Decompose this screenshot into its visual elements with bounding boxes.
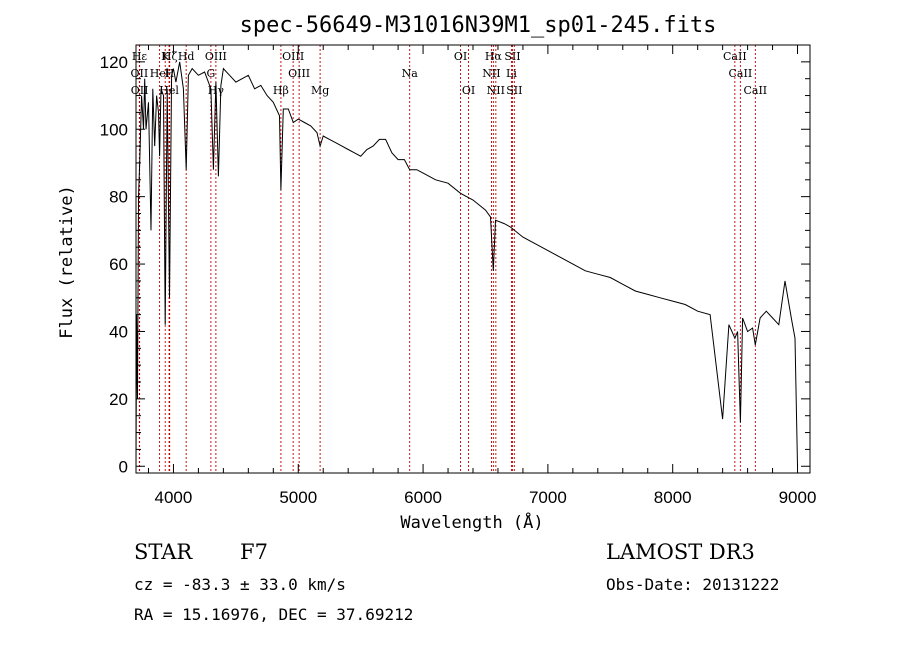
y-tick-label: 120	[100, 53, 128, 72]
y-tick-label: 100	[100, 120, 128, 139]
line-label: OIII	[282, 50, 304, 63]
line-label: NII	[482, 67, 500, 80]
line-label: OIII	[288, 67, 310, 80]
line-label: H	[165, 67, 175, 80]
line-label: OII	[131, 84, 149, 97]
line-label: OII	[131, 67, 149, 80]
x-tick-label: 7000	[529, 488, 567, 507]
y-axis-label: Flux (relative)	[57, 185, 77, 339]
line-label: Hα	[485, 50, 503, 63]
line-label: Hε	[132, 50, 148, 63]
x-tick-label: 6000	[404, 488, 442, 507]
x-axis-label: Wavelength (Å)	[400, 511, 543, 533]
line-label: OI	[454, 50, 467, 63]
x-tick-label: 4000	[155, 488, 193, 507]
line-label: SII	[504, 50, 520, 63]
line-label: Hζ	[162, 50, 178, 63]
survey-name: LAMOST DR3	[606, 540, 755, 564]
line-label: OIII	[205, 50, 227, 63]
y-tick-label: 0	[119, 457, 128, 476]
line-label: G	[206, 67, 215, 80]
line-label: Hβ	[273, 84, 289, 97]
line-label: CaII	[743, 84, 767, 97]
x-tick-label: 5000	[279, 488, 317, 507]
line-label: Hel	[150, 67, 170, 80]
line-label: CaII	[729, 67, 753, 80]
emission-line-markers	[138, 45, 756, 473]
y-tick-label: 60	[109, 255, 128, 274]
line-label: OI	[462, 84, 475, 97]
line-label: Mg	[311, 84, 329, 97]
object-subclass: F7	[240, 540, 268, 564]
line-label: NII	[487, 84, 505, 97]
y-tick-label: 40	[109, 322, 128, 341]
line-label: K	[161, 50, 170, 63]
line-label: Hel	[159, 84, 179, 97]
plot-frame	[135, 44, 811, 474]
line-label: Li	[506, 67, 517, 80]
y-tick-label: 80	[109, 188, 128, 207]
line-label: Na	[402, 67, 419, 80]
line-label: CaII	[723, 50, 747, 63]
y-axis-ticks: 0 20 40 60 80 100 120	[100, 53, 810, 476]
spectrum-series	[135, 61, 798, 467]
object-class: STAR	[134, 540, 193, 564]
x-tick-label: 9000	[779, 488, 817, 507]
observation-date: Obs-Date: 20131222	[606, 575, 780, 594]
chart-title: spec-56649-M31016N39M1_sp01-245.fits	[240, 13, 717, 38]
line-label: Hd	[178, 50, 195, 63]
y-tick-label: 20	[109, 390, 128, 409]
x-axis-ticks: 4000 5000 6000 7000 8000 9000	[147, 45, 817, 507]
x-tick-label: 8000	[654, 488, 692, 507]
coordinates-readout: RA = 15.16976, DEC = 37.69212	[134, 605, 414, 624]
line-label: SII	[506, 84, 522, 97]
redshift-readout: cz = -83.3 ± 33.0 km/s	[134, 575, 346, 594]
